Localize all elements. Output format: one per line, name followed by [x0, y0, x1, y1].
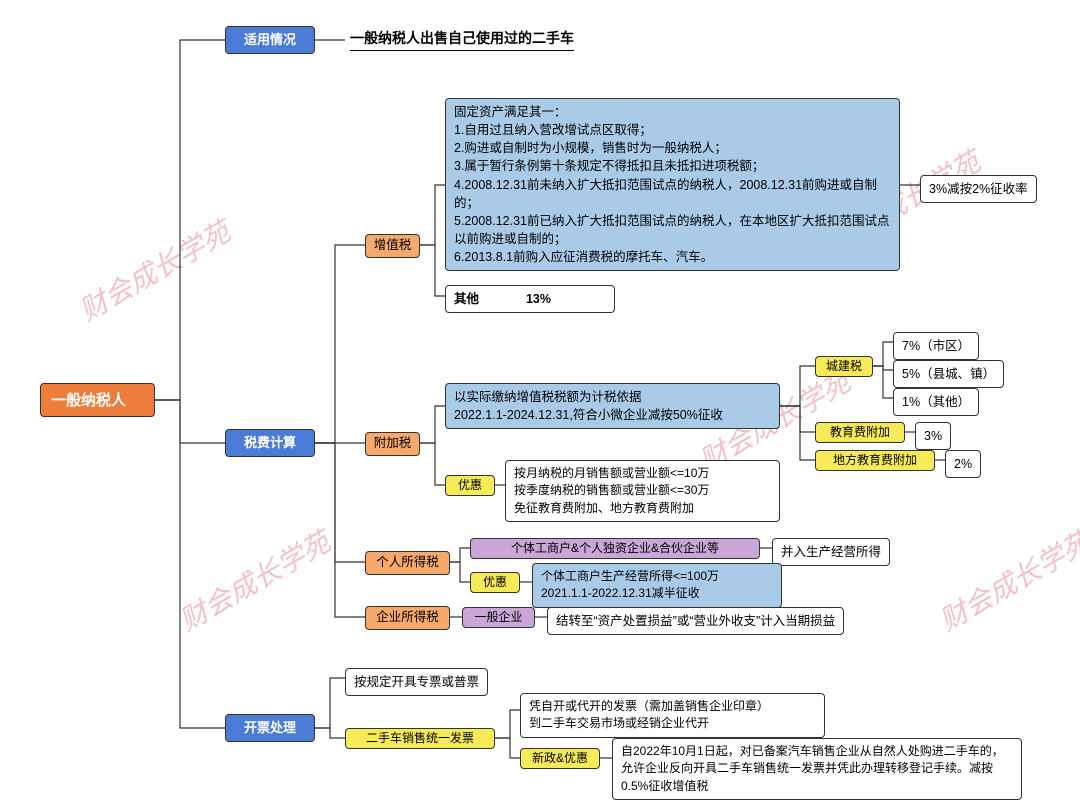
fjs-yh-text: 按月纳税的月销售额或营业额<=10万 按季度纳税的销售额或营业额<=30万 免征…	[505, 460, 780, 522]
zzs-other-label: 其他	[454, 292, 479, 306]
b3-label: 开票处理	[244, 719, 296, 737]
branch-tax-calc: 税费计算	[225, 429, 315, 457]
b1-label: 适用情况	[244, 31, 296, 49]
kp-t1: 按规定开具专票或普票	[345, 668, 488, 696]
kp-xz-text: 自2022年10月1日起，对已备案汽车销售企业从自然人处购进二手车的，允许企业反…	[612, 738, 1022, 800]
branch-invoice: 开票处理	[225, 714, 315, 742]
cjs-label: 城建税	[826, 358, 862, 375]
qysds-t1: 一般企业	[462, 607, 535, 628]
fjs-basis: 以实际缴纳增值税税额为计税依据 2022.1.1-2024.12.31,符合小微…	[445, 383, 780, 429]
zzs-big: 固定资产满足其一： 1.自用过且纳入营改增试点区取得； 2.购进或自制时为小规模…	[445, 98, 900, 271]
dfjyf-label: 地方教育费附加	[833, 452, 917, 469]
jyf-node: 教育费附加	[815, 422, 905, 443]
dfjyf-node: 地方教育费附加	[815, 450, 935, 471]
zzs-label: 增值税	[374, 237, 412, 255]
grsds-label: 个人所得税	[376, 554, 439, 572]
cjs-r2: 5%（县城、镇）	[893, 360, 1004, 388]
fjs-node: 附加税	[365, 432, 420, 456]
zzs-node: 增值税	[365, 234, 420, 258]
fjs-label: 附加税	[374, 435, 412, 453]
qysds-t1r: 结转至“资产处置损益”或“营业外收支”计入当期损益	[547, 607, 844, 635]
kp-t2-label: 二手车销售统一发票	[366, 730, 474, 747]
kp-xz: 新政&优惠	[520, 748, 600, 769]
fjs-yh-label: 优惠	[458, 477, 482, 494]
kp-t2: 二手车销售统一发票	[345, 728, 495, 749]
watermark: 财会成长学苑	[71, 211, 237, 330]
zzs-other-rate: 13%	[526, 292, 551, 306]
dfjyf-rate: 2%	[945, 450, 981, 478]
grsds-yh-text: 个体工商户生产经营所得<=100万 2021.1.1-2022.12.31减半征…	[532, 563, 782, 608]
zzs-other: 其他 13%	[445, 285, 615, 313]
grsds-node: 个人所得税	[365, 551, 450, 575]
root-label: 一般纳税人	[51, 390, 126, 411]
cjs-r1: 7%（市区）	[893, 332, 979, 360]
cjs-node: 城建税	[815, 356, 873, 377]
grsds-t1r: 并入生产经营所得	[772, 538, 890, 566]
kp-xz-label: 新政&优惠	[532, 750, 588, 767]
grsds-t1-label: 个体工商户&个人独资企业&合伙企业等	[511, 540, 719, 557]
qysds-node: 企业所得税	[365, 606, 450, 630]
zzs-rate1: 3%减按2%征收率	[920, 175, 1037, 203]
cjs-r3: 1%（其他）	[893, 388, 979, 416]
jyf-label: 教育费附加	[830, 424, 890, 441]
qysds-label: 企业所得税	[376, 609, 439, 627]
root-node: 一般纳税人	[40, 383, 155, 417]
branch-situation: 适用情况	[225, 26, 315, 54]
qysds-t1-label: 一般企业	[474, 609, 522, 626]
grsds-yh: 优惠	[470, 572, 520, 593]
situation-title: 一般纳税人出售自己使用过的二手车	[350, 28, 574, 51]
watermark: 财会成长学苑	[931, 521, 1080, 640]
b2-label: 税费计算	[244, 434, 296, 452]
fjs-yh: 优惠	[445, 475, 495, 496]
kp-t2a: 凭自开或代开的发票（需加盖销售企业印章） 到二手车交易市场或经销企业代开	[520, 693, 825, 738]
grsds-t1: 个体工商户&个人独资企业&合伙企业等	[470, 538, 760, 559]
jyf-rate: 3%	[915, 422, 951, 450]
grsds-yh-label: 优惠	[483, 574, 507, 591]
watermark: 财会成长学苑	[171, 521, 337, 640]
